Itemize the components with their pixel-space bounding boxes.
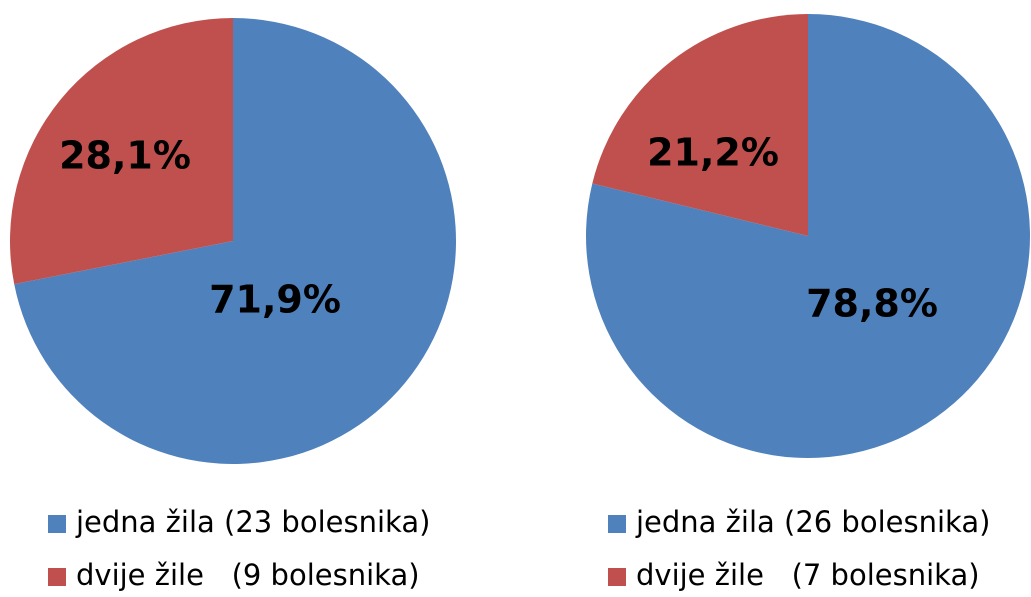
legend-label: dvije žile (9 bolesnika) xyxy=(76,558,420,592)
data-label: 21,2% xyxy=(647,131,779,175)
legend-swatch xyxy=(48,515,66,533)
legend-swatch xyxy=(608,568,626,586)
pie-slice xyxy=(592,14,808,236)
data-label: 71,9% xyxy=(209,278,341,322)
legend-label: jedna žila (26 bolesnika) xyxy=(635,505,990,539)
data-label: 78,8% xyxy=(806,282,938,326)
legend-swatch xyxy=(48,568,66,586)
data-label: 28,1% xyxy=(59,134,191,178)
legend-swatch xyxy=(608,515,626,533)
legend-label: dvije žile (7 bolesnika) xyxy=(636,558,980,592)
legend-label: jedna žila (23 bolesnika) xyxy=(75,505,430,539)
pie-slice xyxy=(585,14,1030,458)
pie-slice xyxy=(14,18,457,464)
pie-slice xyxy=(9,18,234,285)
